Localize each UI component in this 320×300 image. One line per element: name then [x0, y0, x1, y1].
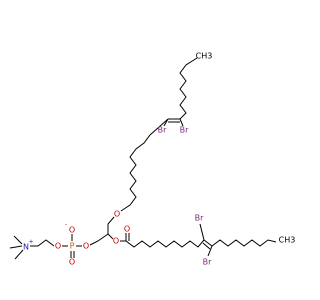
atom-label: O [69, 258, 75, 267]
bond [14, 249, 24, 260]
atom-label: O [55, 242, 61, 251]
bond [9, 245, 23, 249]
bond [13, 235, 23, 245]
atom-label: O [124, 225, 130, 234]
atom-label: O [114, 210, 120, 219]
bond [203, 239, 213, 247]
bond [120, 118, 169, 212]
atom-label: O [83, 242, 89, 251]
atom-labels: CH3 Br Br O O O Br Br CH3 O - P O O O N … [23, 52, 295, 267]
bonds [9, 57, 277, 260]
atom-label: Br [180, 126, 189, 135]
atom-label: Br [158, 126, 167, 135]
atom-label: CH3 [196, 52, 213, 61]
atom-label: P [70, 242, 75, 251]
atom-label: CH3 [279, 236, 296, 245]
atom-charge: - [65, 222, 67, 229]
atom-label: N [23, 243, 29, 252]
atom-label: Br [195, 214, 204, 223]
atom-label: Br [203, 258, 212, 267]
bond [202, 242, 211, 250]
atom-charge: + [28, 239, 33, 246]
bond [207, 245, 213, 257]
bond [89, 216, 115, 246]
bond [199, 223, 205, 241]
structure-diagram: CH3 Br Br O O O Br Br CH3 O - P O O O N … [9, 52, 295, 267]
bond [107, 233, 114, 240]
bond [211, 239, 277, 247]
atom-label: O [113, 237, 119, 246]
bond [30, 239, 55, 247]
atom-label: O [69, 226, 75, 235]
bond [179, 57, 198, 120]
bond [179, 118, 184, 127]
bond [125, 239, 205, 248]
